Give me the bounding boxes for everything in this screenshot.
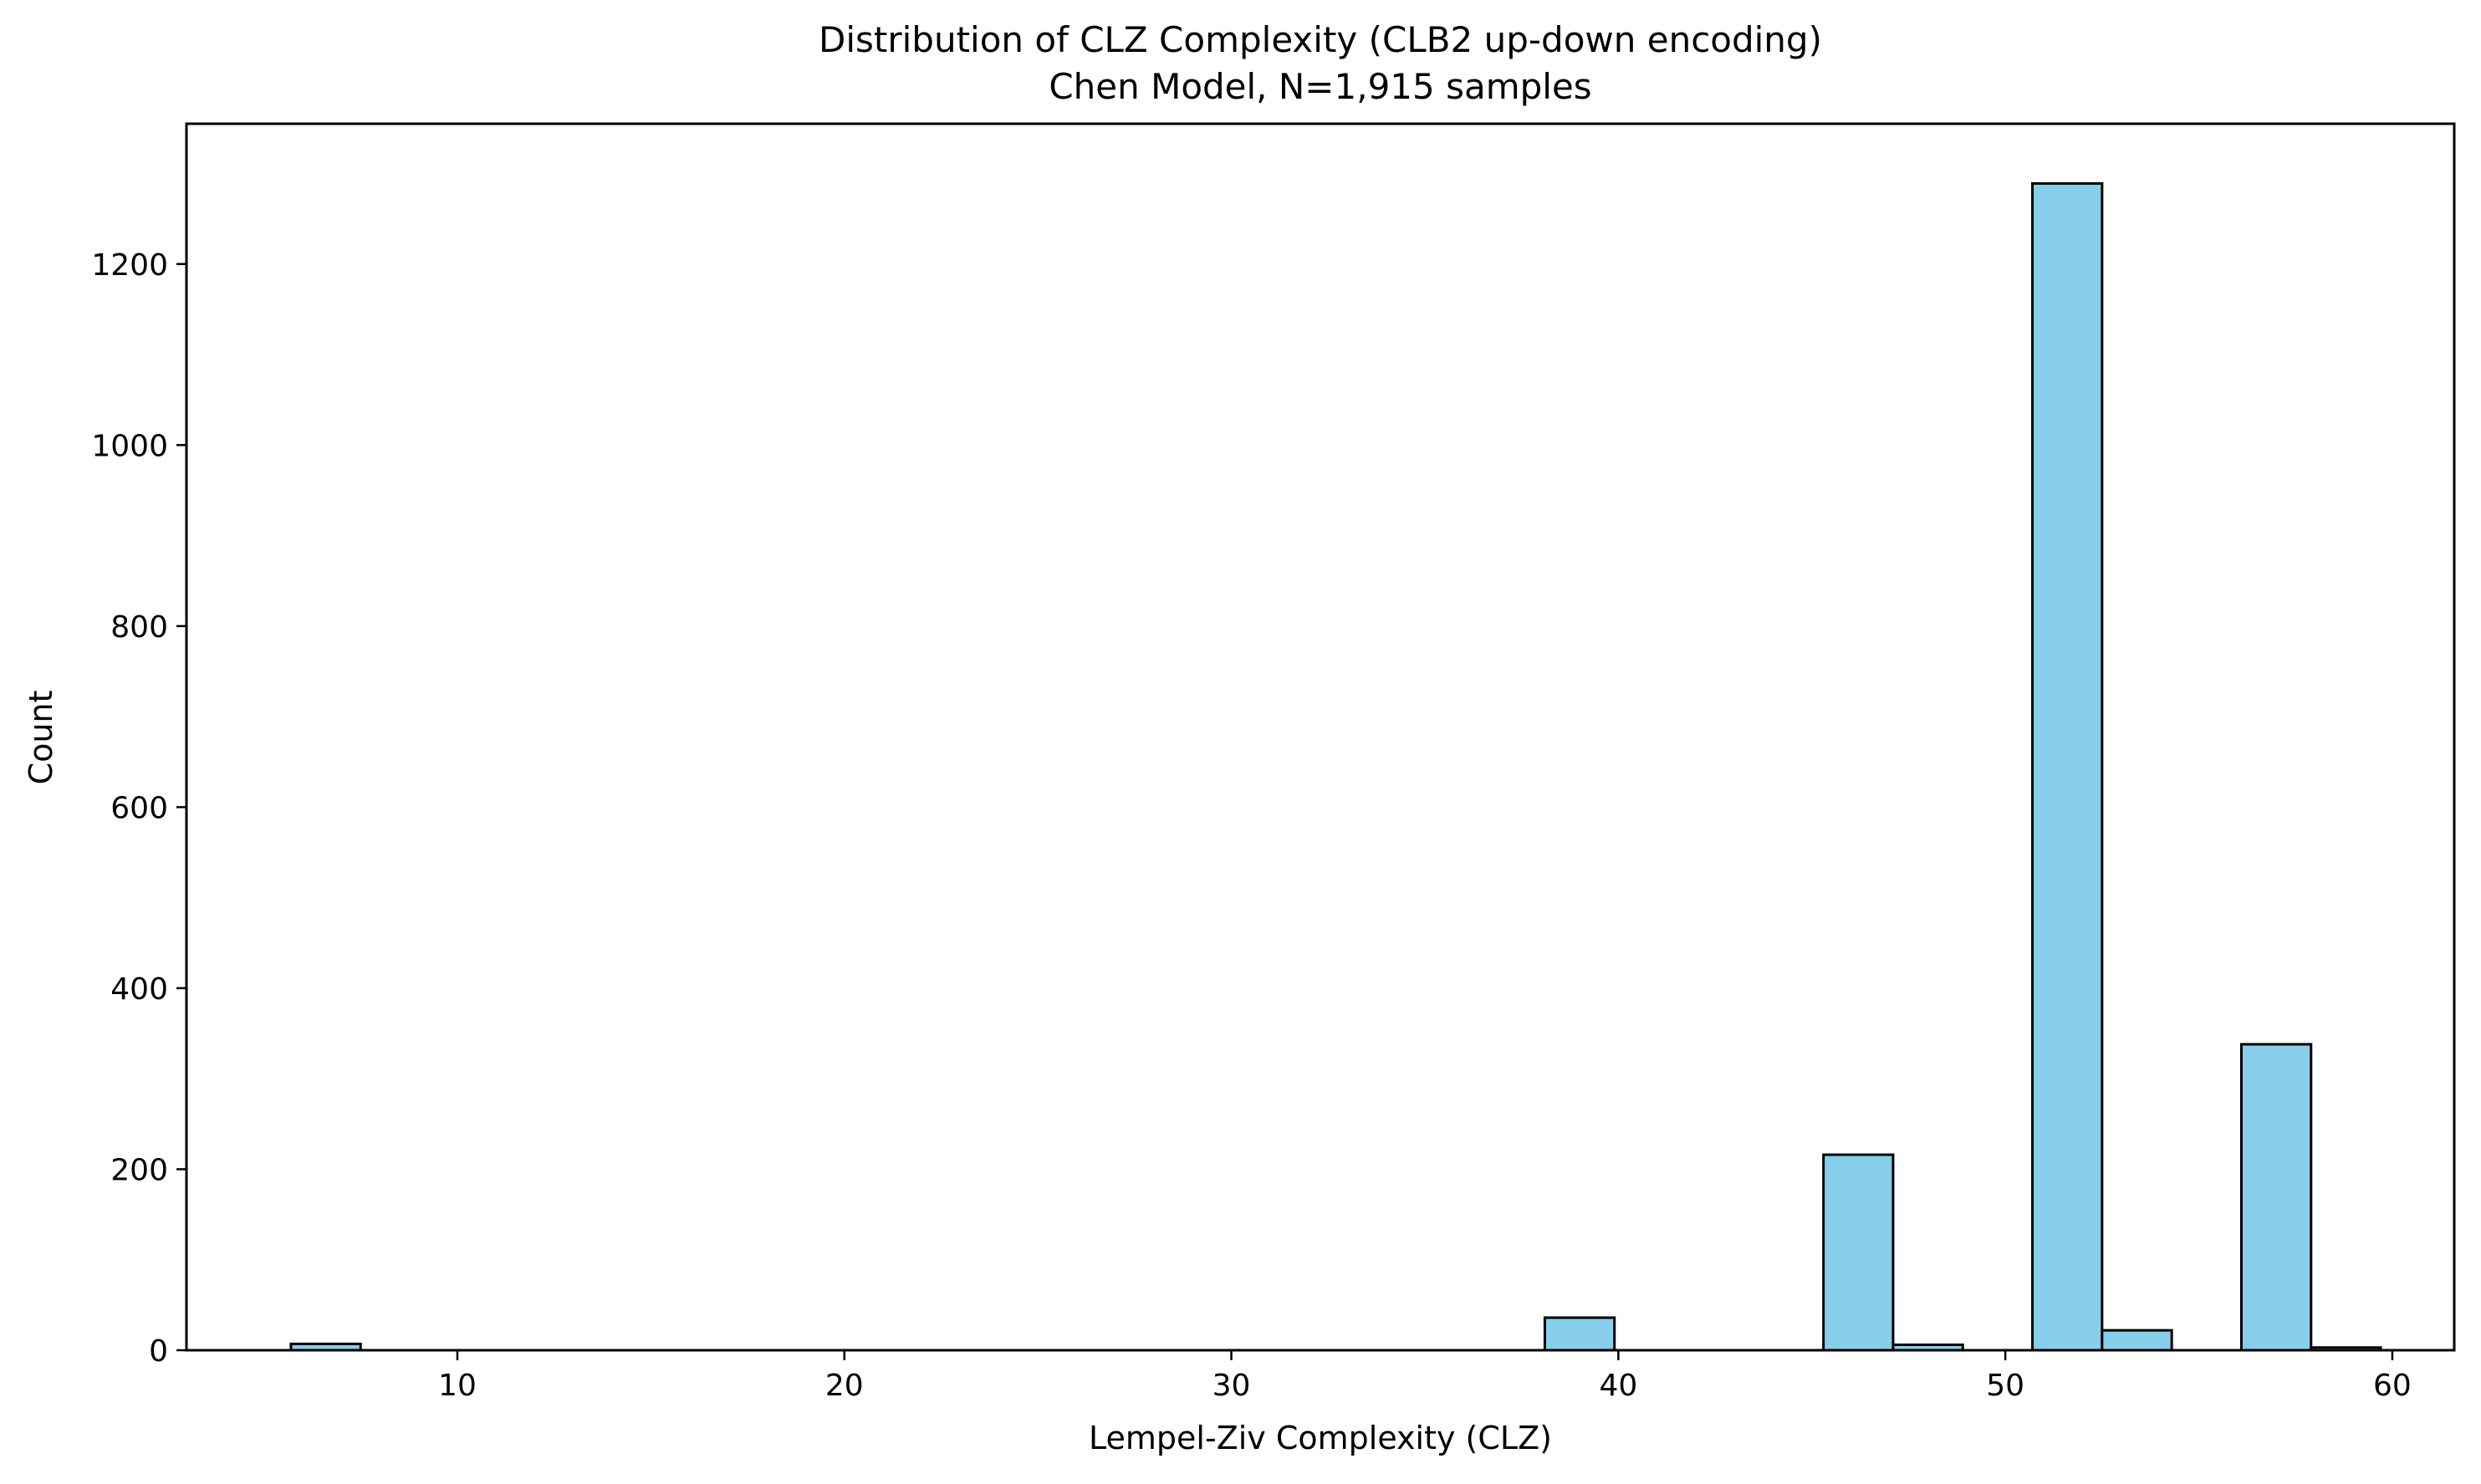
x-tick-label: 60 [2373, 1369, 2412, 1403]
x-tick-label: 50 [1986, 1369, 2024, 1403]
y-tick-label: 1200 [91, 248, 168, 283]
chart-title: Distribution of CLZ Complexity (CLB2 up-… [819, 19, 1822, 60]
y-tick-label: 200 [110, 1153, 168, 1187]
x-tick-label: 10 [438, 1369, 477, 1403]
histogram-bar [1543, 1316, 1616, 1352]
x-tick-label: 30 [1212, 1369, 1251, 1403]
histogram-bar [2031, 181, 2104, 1352]
y-tick-label: 400 [110, 972, 168, 1007]
x-tick-label: 20 [825, 1369, 864, 1403]
chart-subtitle: Chen Model, N=1,915 samples [1049, 66, 1591, 107]
histogram-bar [2239, 1043, 2313, 1352]
x-axis-label: Lempel-Ziv Complexity (CLZ) [1089, 1420, 1552, 1456]
y-tick-label: 600 [110, 791, 168, 825]
plot-frame [185, 122, 2456, 1352]
y-tick-label: 1000 [91, 429, 168, 463]
histogram-bar [1822, 1153, 1895, 1352]
x-tick-label: 40 [1599, 1369, 1637, 1403]
y-tick-label: 0 [149, 1334, 168, 1369]
y-axis-label: Count [23, 691, 59, 785]
y-tick-label: 800 [110, 610, 168, 645]
histogram-bar [2101, 1328, 2173, 1352]
bars-group [289, 181, 2382, 1352]
